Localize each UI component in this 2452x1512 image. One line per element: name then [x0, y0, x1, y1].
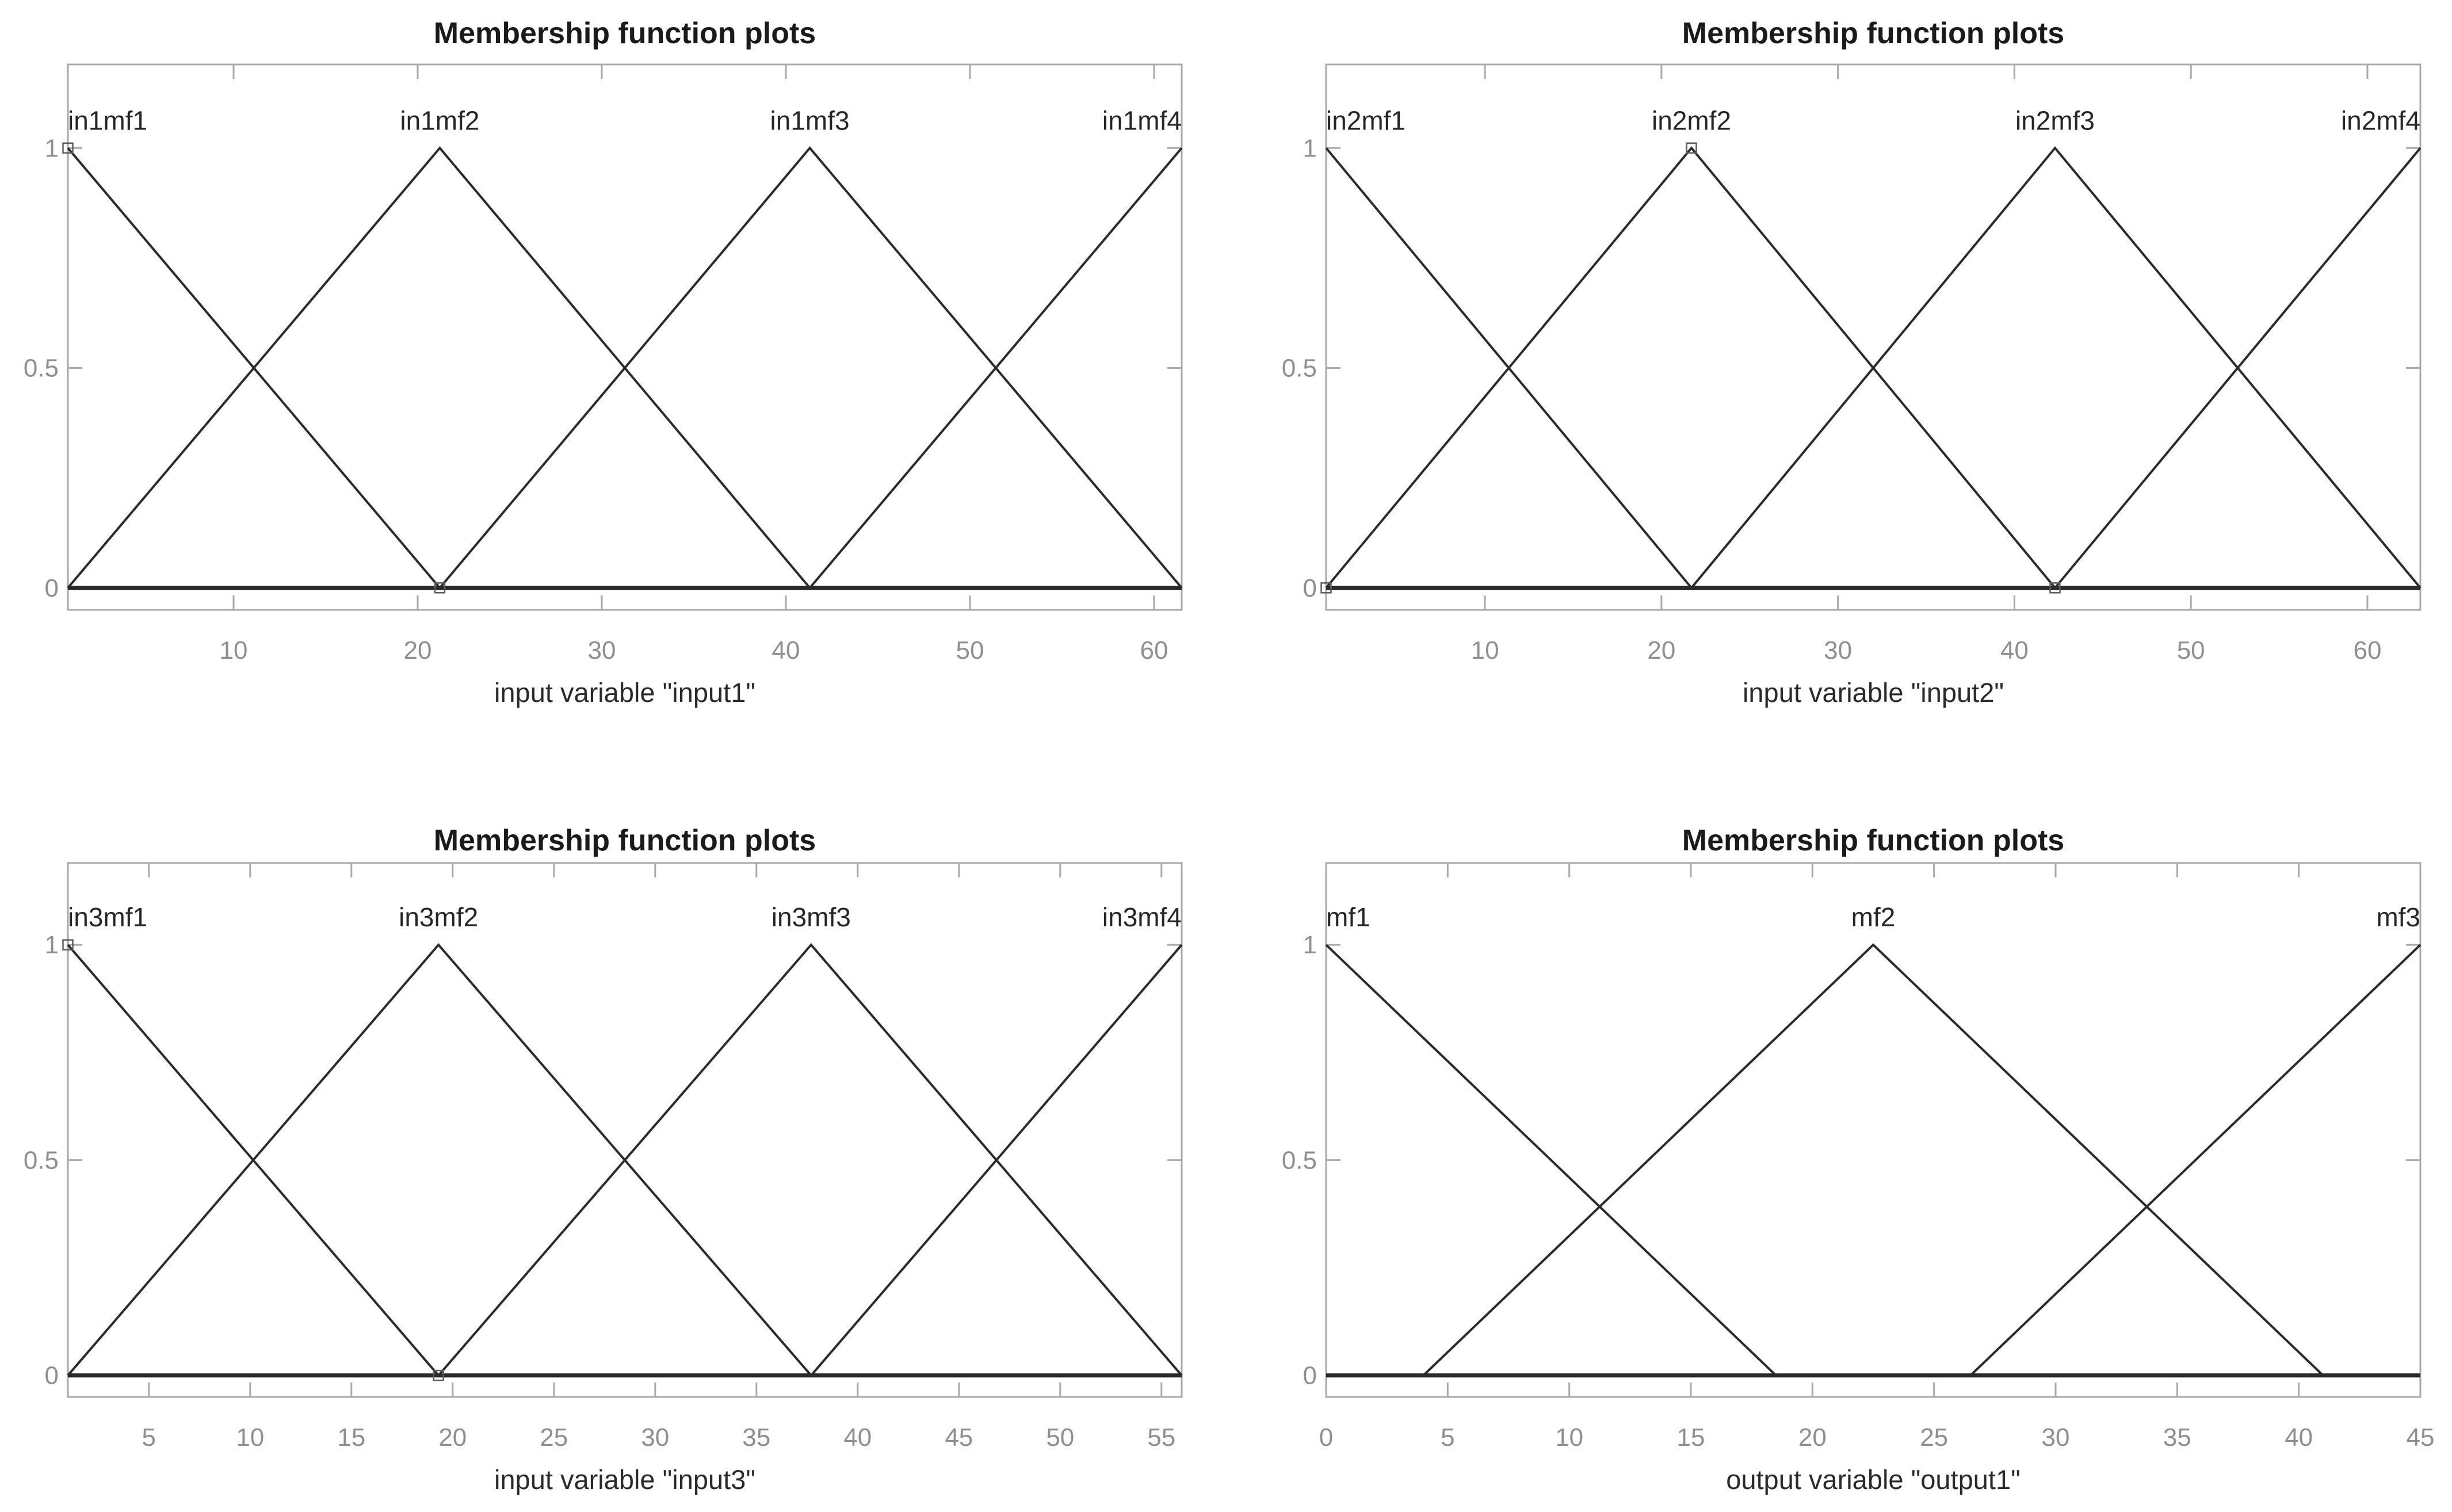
x-tick-label: 20 — [404, 636, 432, 665]
x-tick-label: 55 — [1147, 1423, 1175, 1452]
plot-title: Membership function plots — [434, 824, 816, 857]
y-tick-label: 0.5 — [24, 1146, 59, 1174]
x-tick-label: 40 — [2000, 636, 2029, 665]
axes-box — [67, 63, 1183, 611]
x-axis-label: input variable "input1" — [494, 677, 755, 708]
plot-input3: 5 10 15 20 25 30 35 40 45 50 55 0 0.5 1 in3mf1 in3mf2 in… — [0, 756, 1226, 1512]
x-tick-label: 5 — [142, 1423, 156, 1452]
x-tick-label: 35 — [742, 1423, 770, 1452]
mf-curve-in3mf4 — [68, 944, 1183, 1377]
x-tick-label: 45 — [945, 1423, 973, 1452]
x-tick-label: 20 — [1647, 636, 1675, 665]
plot-canvas-output1: 0 5 10 15 20 25 30 35 40 45 0 0.5 1 mf1 mf2 mf3 Membersh… — [1282, 824, 2435, 1495]
y-tick-label: 1 — [45, 931, 59, 959]
x-tick-label: 10 — [1471, 636, 1499, 665]
y-tick-label: 0 — [45, 1362, 59, 1390]
mf-curve-in3mf3 — [68, 943, 1183, 1377]
x-tick-label: 50 — [2177, 636, 2205, 665]
mf-handle-marker — [2049, 582, 2061, 594]
mf-handle-marker — [1686, 142, 1697, 154]
x-tick-label: 15 — [1677, 1423, 1705, 1452]
x-tick-label: 10 — [236, 1423, 264, 1452]
mf-name-label-mf2: mf2 — [1851, 902, 1896, 932]
mf-handle-marker — [1320, 582, 1332, 594]
mf-name-label-in3mf2: in3mf2 — [399, 902, 478, 932]
x-tick-label: 40 — [2285, 1423, 2313, 1452]
mf-handle-marker — [62, 939, 74, 950]
x-tick-label: 5 — [1441, 1423, 1454, 1452]
x-tick-label: 20 — [438, 1423, 467, 1452]
mf-name-label-in2mf2: in2mf2 — [1652, 105, 1731, 135]
y-tick-label: 0.5 — [1282, 1146, 1317, 1174]
x-tick-label: 60 — [2353, 636, 2381, 665]
x-axis-label: input variable "input3" — [494, 1464, 755, 1495]
x-tick-label: 30 — [2042, 1423, 2070, 1452]
mf-name-label-in2mf1: in2mf1 — [1326, 105, 1405, 135]
y-tick-label: 0.5 — [24, 354, 59, 383]
mf-name-label-in2mf4: in2mf4 — [2341, 105, 2420, 135]
mf-curve-in2mf3 — [1326, 146, 2422, 589]
x-tick-label: 30 — [641, 1423, 669, 1452]
plot-title: Membership function plots — [434, 17, 816, 50]
mf-handle-marker — [433, 1369, 444, 1381]
x-tick-label: 40 — [843, 1423, 872, 1452]
plot-canvas-input1: 10 20 30 40 50 60 0 0.5 1 in1mf1 in1mf2 in1mf3 in1mf… — [24, 17, 1183, 708]
x-tick-label: 0 — [1319, 1423, 1333, 1452]
axes-box — [1325, 862, 2422, 1398]
mf-curve-in1mf3 — [68, 146, 1183, 589]
mf-handle-marker — [434, 582, 446, 594]
y-tick-label: 1 — [45, 134, 59, 162]
plot-output1: 0 5 10 15 20 25 30 35 40 45 0 0.5 1 mf1 mf2 mf3 Membersh… — [1226, 756, 2452, 1512]
y-tick-label: 1 — [1303, 931, 1317, 959]
x-tick-label: 50 — [1046, 1423, 1074, 1452]
mf-name-label-mf3: mf3 — [2376, 902, 2420, 932]
plot-input1: 10 20 30 40 50 60 0 0.5 1 in1mf1 in1mf2 in1mf3 in1mf… — [0, 0, 1226, 756]
x-tick-label: 25 — [1920, 1423, 1948, 1452]
x-tick-label: 35 — [2163, 1423, 2191, 1452]
x-tick-label: 30 — [588, 636, 616, 665]
x-tick-label: 25 — [540, 1423, 568, 1452]
mf-curve-mf2 — [1326, 943, 2420, 1377]
mf-name-label-in1mf1: in1mf1 — [68, 105, 147, 135]
x-tick-label: 50 — [956, 636, 984, 665]
y-tick-label: 0 — [1303, 1362, 1317, 1390]
y-tick-label: 0 — [1303, 574, 1317, 602]
y-tick-label: 0.5 — [1282, 354, 1317, 383]
x-tick-label: 10 — [220, 636, 248, 665]
x-tick-label: 30 — [1824, 636, 1852, 665]
plot-title: Membership function plots — [1682, 17, 2064, 50]
mf-name-label-in2mf3: in2mf3 — [2015, 105, 2095, 135]
mf-name-label-in1mf4: in1mf4 — [1102, 105, 1182, 135]
x-tick-label: 45 — [2407, 1423, 2435, 1452]
mf-name-label-in1mf2: in1mf2 — [400, 105, 479, 135]
axes-box — [67, 862, 1183, 1398]
x-tick-label: 60 — [1140, 636, 1168, 665]
plot-canvas-input3: 5 10 15 20 25 30 35 40 45 50 55 0 0.5 1 in3mf1 in3mf2 in… — [24, 824, 1183, 1495]
x-tick-label: 10 — [1555, 1423, 1583, 1452]
plot-title: Membership function plots — [1682, 824, 2064, 857]
mf-handle-marker — [62, 142, 74, 154]
x-tick-label: 20 — [1798, 1423, 1827, 1452]
plot-input2: 10 20 30 40 50 60 0 0.5 1 in2mf1 in2mf2 in2mf3 in2mf… — [1226, 0, 2452, 756]
mf-name-label-in3mf4: in3mf4 — [1102, 902, 1182, 932]
x-tick-label: 40 — [772, 636, 800, 665]
y-tick-label: 1 — [1303, 134, 1317, 162]
mf-name-label-in1mf3: in1mf3 — [770, 105, 850, 135]
mf-name-label-in3mf1: in3mf1 — [68, 902, 147, 932]
x-tick-label: 15 — [337, 1423, 365, 1452]
mf-name-label-mf1: mf1 — [1326, 902, 1370, 932]
x-axis-label: output variable "output1" — [1726, 1464, 2021, 1495]
mf-curve-mf3 — [1326, 944, 2422, 1377]
mf-curve-in1mf4 — [68, 147, 1183, 589]
axes-box — [1325, 63, 2422, 611]
x-axis-label: input variable "input2" — [1743, 677, 2004, 708]
mf-curve-in2mf4 — [1326, 147, 2422, 589]
y-tick-label: 0 — [45, 574, 59, 602]
plot-canvas-input2: 10 20 30 40 50 60 0 0.5 1 in2mf1 in2mf2 in2mf3 in2mf… — [1282, 17, 2422, 708]
mf-name-label-in3mf3: in3mf3 — [771, 902, 851, 932]
